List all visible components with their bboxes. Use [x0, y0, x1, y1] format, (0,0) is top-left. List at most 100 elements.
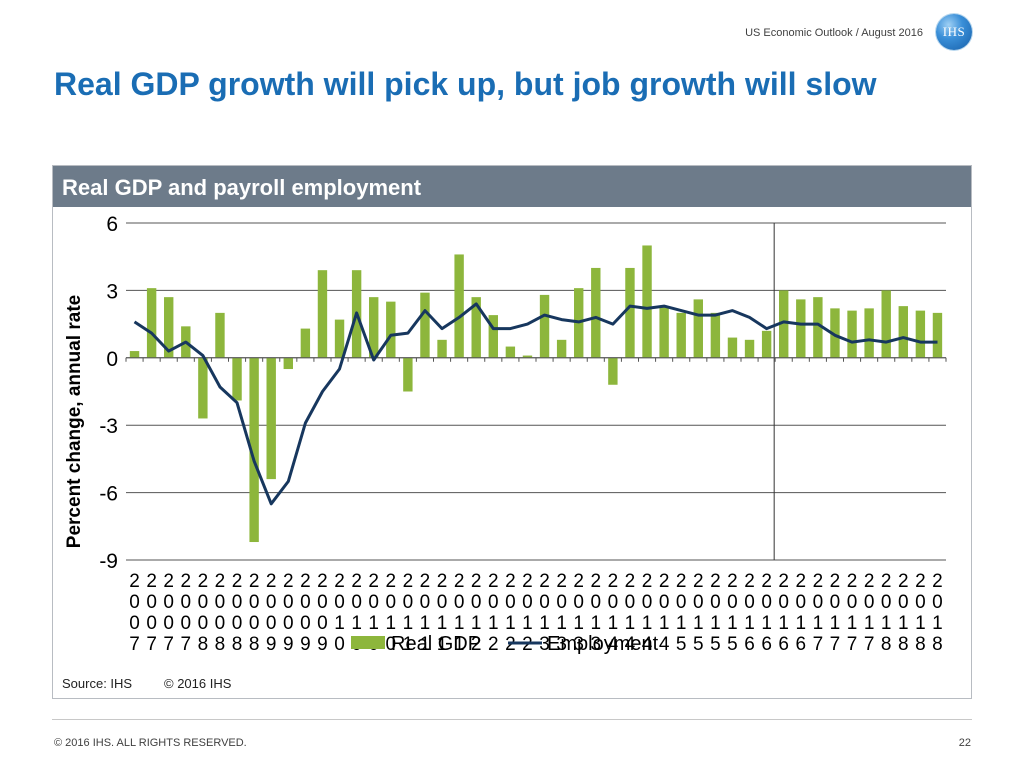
gdp-bar [693, 299, 703, 358]
y-tick-label: -3 [99, 415, 118, 438]
gdp-bar [488, 315, 498, 358]
gdp-bar [505, 346, 516, 358]
chart-panel-heading: Real GDP and payroll employment [53, 166, 971, 207]
employment-line [133, 302, 938, 506]
gdp-bar [864, 308, 874, 358]
gdp-bar [249, 357, 259, 543]
gdp-bar [642, 245, 652, 358]
gdp-bar [164, 297, 174, 358]
gdp-bar [369, 297, 379, 358]
logo-text: IHS [942, 24, 966, 39]
chart-copyright: © 2016 IHS [164, 676, 232, 691]
y-tick-label: 6 [106, 213, 118, 236]
gdp-bar [898, 306, 908, 358]
page-title: Real GDP growth will pick up, but job gr… [54, 66, 877, 102]
gdp-bar [830, 308, 840, 358]
gdp-bar [437, 339, 447, 358]
footer-copyright: © 2016 IHS. ALL RIGHTS RESERVED. [54, 737, 247, 749]
legend-label-employment: Employment [547, 633, 659, 655]
gdp-bar [761, 330, 772, 358]
gdp-bar [386, 301, 396, 358]
gdp-bar [779, 290, 789, 358]
chart-source: Source: IHS [62, 676, 133, 691]
gdp-employment-chart: 6 3 0 -3 -6 -9 Percent change, annual rate 2 0 0 7… [64, 213, 947, 655]
gdp-bar [676, 312, 686, 358]
gdp-bar [881, 290, 891, 358]
gdp-bar [471, 297, 481, 358]
gdp-bar [847, 310, 857, 358]
gdp-bar [317, 270, 328, 358]
report-subtitle: US Economic Outlook / August 2016 [745, 27, 923, 39]
y-tick-label: -6 [99, 483, 118, 506]
legend-swatch-gdp [351, 636, 385, 649]
gdp-bar [129, 351, 140, 358]
y-tick-label: 0 [106, 348, 118, 371]
gdp-bar [796, 299, 806, 358]
chart-panel: Real GDP and payroll employment 6 3 0 -3 -6 -… [52, 165, 972, 699]
gdp-bar [915, 310, 926, 358]
gdp-bar [266, 357, 276, 480]
gdp-bar [591, 267, 601, 358]
gdp-bar [334, 319, 345, 358]
gdp-bar [283, 357, 293, 370]
gdp-bar [710, 312, 721, 358]
gdp-bar [300, 328, 311, 358]
gdp-bar [608, 357, 618, 385]
gdp-bar [146, 288, 157, 358]
gdp-bar [454, 254, 464, 358]
legend-label-gdp: Real GDP [391, 633, 481, 655]
gdp-bar [556, 339, 567, 358]
gdp-bar [522, 355, 533, 358]
page-number: 22 [958, 737, 971, 749]
y-tick-label: -9 [99, 550, 118, 573]
gdp-bar [420, 292, 430, 358]
gdp-bar [932, 312, 943, 358]
gdp-bar [727, 337, 738, 358]
y-tick-label: 3 [106, 280, 118, 303]
ihs-logo: IHS [936, 14, 972, 50]
gdp-bar [744, 339, 755, 358]
y-axis-label: Percent change, annual rate [64, 295, 85, 548]
gdp-bar [215, 312, 225, 358]
gdp-bar [403, 357, 413, 392]
